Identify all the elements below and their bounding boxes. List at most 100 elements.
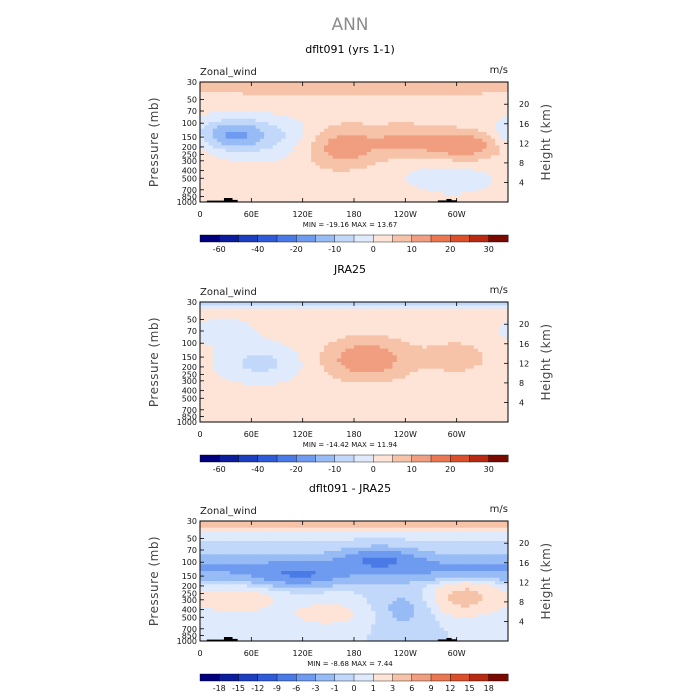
field-cell — [409, 122, 415, 126]
colorbar-label: -40 — [251, 245, 264, 254]
field-cell — [409, 375, 415, 380]
field-cell — [268, 402, 274, 406]
field-cell — [281, 325, 287, 330]
field-cell — [315, 188, 321, 193]
field-cell — [285, 368, 291, 373]
field-cell — [285, 408, 291, 413]
field-cell — [439, 155, 445, 160]
field-cell — [306, 145, 312, 150]
field-cell — [277, 402, 282, 406]
field-cell — [255, 125, 261, 130]
field-cell — [204, 175, 210, 180]
field-cell — [456, 165, 462, 170]
field-cell — [264, 312, 269, 316]
field-cell — [401, 418, 406, 422]
field-cell — [229, 395, 235, 400]
field-cell — [349, 128, 355, 133]
field-cell — [272, 128, 278, 133]
field-cell — [268, 405, 274, 410]
field-cell — [268, 108, 274, 113]
field-cell — [460, 342, 466, 346]
field-cell — [452, 348, 458, 353]
field-cell — [490, 85, 496, 90]
field-cell — [204, 318, 210, 323]
field-cell — [315, 112, 321, 116]
field-cell — [204, 185, 210, 190]
field-cell — [375, 398, 381, 403]
field-cell — [375, 195, 381, 200]
field-cell — [413, 118, 419, 123]
field-cell — [435, 375, 441, 380]
field-cell — [405, 405, 411, 410]
field-cell — [409, 385, 415, 390]
field-cell — [478, 102, 483, 106]
field-cell — [418, 322, 423, 326]
field-cell — [366, 85, 372, 90]
field-cell — [302, 198, 308, 202]
field-cell — [392, 122, 398, 126]
field-cell — [392, 378, 398, 383]
field-cell — [281, 415, 287, 420]
field-cell — [251, 118, 257, 123]
field-cell — [413, 315, 419, 320]
field-cell — [431, 302, 436, 306]
field-cell — [264, 162, 269, 166]
field-cell — [435, 418, 441, 422]
field-cell — [448, 162, 453, 166]
y-tick-label: 30 — [187, 78, 197, 87]
field-cell — [247, 345, 252, 350]
field-cell — [435, 95, 441, 100]
field-cell — [366, 192, 372, 196]
field-cell — [217, 185, 222, 190]
field-cell — [306, 325, 312, 330]
field-cell — [289, 105, 295, 110]
field-cell — [264, 385, 269, 390]
field-cell — [294, 178, 299, 183]
field-cell — [422, 132, 428, 136]
field-cell — [431, 372, 436, 376]
field-cell — [341, 418, 346, 422]
field-cell — [225, 365, 231, 370]
field-cell — [426, 372, 432, 376]
field-cell — [469, 168, 475, 173]
field-cell — [473, 302, 479, 306]
field-cell — [336, 405, 342, 410]
field-cell — [396, 388, 402, 393]
field-cell — [324, 135, 329, 140]
field-cell — [478, 98, 483, 103]
field-cell — [482, 105, 488, 110]
field-cell — [435, 342, 441, 346]
field-cell — [294, 412, 299, 416]
field-cell — [251, 148, 257, 153]
field-cell — [306, 128, 312, 133]
field-cell — [204, 372, 210, 376]
field-cell — [366, 135, 372, 140]
field-cell — [289, 138, 295, 143]
field-cell — [413, 162, 419, 166]
field-cell — [200, 108, 205, 113]
field-cell — [277, 308, 282, 313]
field-cell — [362, 362, 368, 366]
field-cell — [473, 172, 479, 176]
field-cell — [366, 345, 372, 350]
field-cell — [264, 415, 269, 420]
field-cell — [311, 115, 316, 120]
field-cell — [375, 402, 381, 406]
field-cell — [234, 102, 239, 106]
field-cell — [375, 132, 381, 136]
field-cell — [388, 118, 393, 123]
field-cell — [212, 362, 218, 366]
field-cell — [285, 98, 291, 103]
field-cell — [264, 328, 269, 333]
field-cell — [383, 402, 389, 406]
field-cell — [289, 142, 295, 146]
field-cell — [212, 375, 218, 380]
field-cell — [315, 175, 321, 180]
field-cell — [443, 188, 449, 193]
field-cell — [336, 155, 342, 160]
field-cell — [311, 105, 316, 110]
field-cell — [469, 105, 475, 110]
field-cell — [431, 185, 436, 190]
field-cell — [426, 162, 432, 166]
field-cell — [272, 188, 278, 193]
